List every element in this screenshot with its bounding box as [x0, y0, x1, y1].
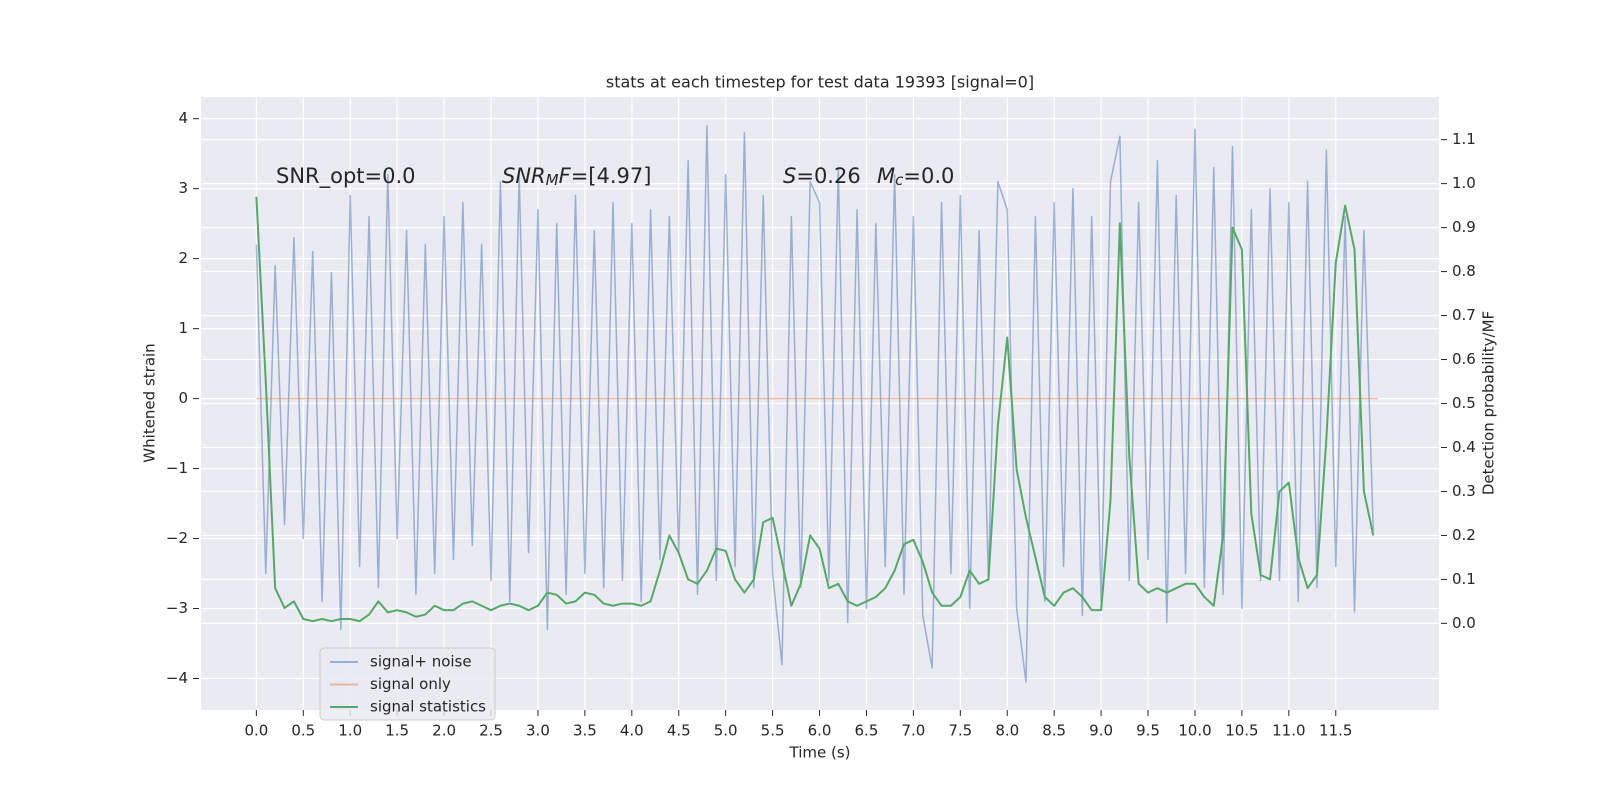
- y2-tick-label: 0.1: [1452, 570, 1476, 588]
- annotation-part: =0.0: [903, 164, 954, 188]
- x-tick-label: 2.5: [479, 722, 503, 740]
- x-tick-label: 2.0: [432, 722, 456, 740]
- y-tick-label: 1: [178, 319, 188, 337]
- y2-tick-label: 0.5: [1452, 394, 1476, 412]
- x-tick-label: 6.5: [855, 722, 879, 740]
- annotation-part: S: [783, 164, 796, 188]
- x-tick-label: 3.0: [526, 722, 550, 740]
- x-tick-label: 8.0: [995, 722, 1019, 740]
- chart-title: stats at each timestep for test data 193…: [606, 73, 1034, 92]
- x-tick-label: 0.5: [291, 722, 315, 740]
- x-tick-label: 1.5: [385, 722, 409, 740]
- y-tick-label: −4: [166, 669, 188, 687]
- x-tick-label: 10.0: [1178, 722, 1211, 740]
- annotation: SNRMF=[4.97]: [502, 164, 651, 189]
- x-tick-label: 8.5: [1042, 722, 1066, 740]
- annotation-part: c: [895, 171, 904, 189]
- x-tick-label: 3.5: [573, 722, 597, 740]
- annotation: Mc=0.0: [877, 164, 954, 189]
- series-line: [255, 196, 1375, 623]
- y-tick-label: −1: [166, 459, 188, 477]
- y-axis-label: Whitened strain: [141, 343, 159, 462]
- y-tick-label: 4: [178, 109, 188, 127]
- annotation: SNR_opt=0.0: [276, 164, 416, 189]
- x-tick-label: 9.5: [1136, 722, 1160, 740]
- y2-tick-label: 0.7: [1452, 306, 1476, 324]
- annotation-part: =0.26: [796, 164, 860, 188]
- legend-label: signal+ noise: [370, 653, 472, 671]
- y-tick-label: 3: [178, 179, 188, 197]
- y2-tick-label: 1.1: [1452, 130, 1476, 148]
- annotation-part: =[4.97]: [571, 164, 652, 188]
- x-axis-label: Time (s): [789, 744, 851, 762]
- x-tick-label: 4.5: [667, 722, 691, 740]
- y-tick-label: −2: [166, 529, 188, 547]
- x-tick-label: 10.5: [1225, 722, 1258, 740]
- y2-tick-label: 0.3: [1452, 482, 1476, 500]
- annotation-part: SNR: [502, 164, 546, 188]
- annotation-part: F: [559, 164, 572, 188]
- y-tick-label: 2: [178, 249, 188, 267]
- x-tick-label: 1.0: [338, 722, 362, 740]
- y2-tick-label: 0.6: [1452, 350, 1476, 368]
- y2-axis-label: Detection probability/MF: [1480, 311, 1498, 495]
- x-tick-label: 5.0: [714, 722, 738, 740]
- y2-tick-label: 0.8: [1452, 262, 1476, 280]
- legend-label: signal only: [370, 675, 451, 693]
- y2-tick-label: 0.0: [1452, 614, 1476, 632]
- annotation-part: M: [877, 164, 895, 188]
- annotation: S=0.26: [783, 164, 861, 188]
- x-tick-label: 0.0: [244, 722, 268, 740]
- annotation-part: M: [546, 171, 559, 189]
- series-line: [255, 124, 1375, 683]
- x-tick-label: 7.5: [948, 722, 972, 740]
- x-tick-label: 4.0: [620, 722, 644, 740]
- x-tick-label: 11.5: [1319, 722, 1352, 740]
- legend: signal+ noise signal only signal statistic…: [319, 647, 496, 721]
- x-tick-label: 5.5: [761, 722, 785, 740]
- x-tick-label: 7.0: [901, 722, 925, 740]
- y2-tick-label: 0.2: [1452, 526, 1476, 544]
- annotation-part: SNR_opt=0.0: [276, 164, 416, 189]
- x-tick-label: 6.0: [808, 722, 832, 740]
- x-tick-label: 9.0: [1089, 722, 1113, 740]
- legend-box: [319, 647, 496, 721]
- y-tick-label: −3: [166, 599, 188, 617]
- x-tick-label: 11.0: [1272, 722, 1305, 740]
- y-tick-label: 0: [178, 389, 188, 407]
- y2-tick-label: 0.9: [1452, 218, 1476, 236]
- legend-label: signal statistics: [370, 698, 486, 716]
- y2-tick-label: 0.4: [1452, 438, 1476, 456]
- y2-tick-label: 1.0: [1452, 174, 1476, 192]
